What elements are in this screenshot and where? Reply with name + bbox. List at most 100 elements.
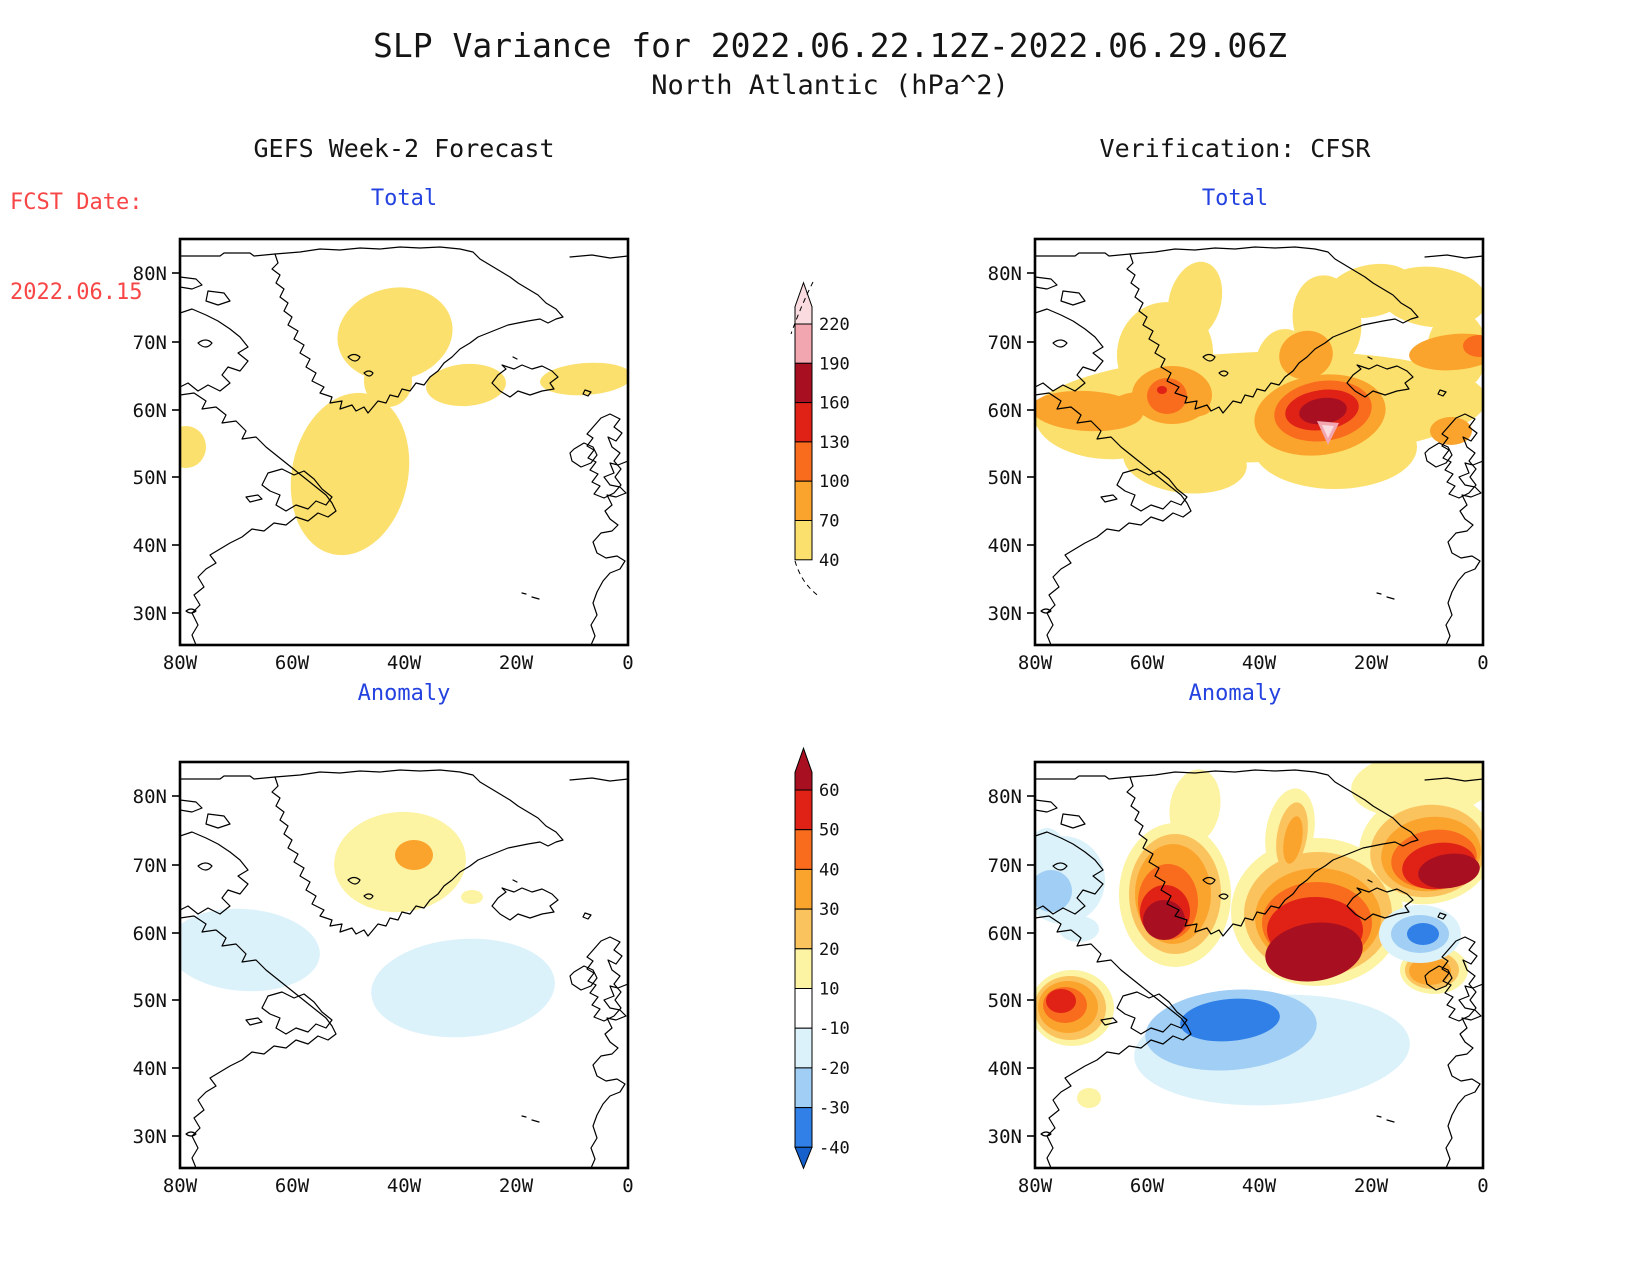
fcst-date-value: 2022.06.15 xyxy=(10,280,143,305)
colorbar-label: -10 xyxy=(819,1019,850,1039)
contour-region xyxy=(1035,390,1143,432)
colorbar-cell xyxy=(794,829,813,870)
colorbar-cell xyxy=(794,1146,813,1170)
lon-tick-label: 60W xyxy=(1130,1175,1165,1197)
colorbar-label: 130 xyxy=(819,433,850,453)
lon-tick-label: 60W xyxy=(275,652,310,674)
colorbar-label: 70 xyxy=(819,512,839,532)
lon-tick-label: 40W xyxy=(1242,652,1277,674)
map-frame xyxy=(178,760,630,1170)
fcst-date: FCST Date: 2022.06.15 xyxy=(10,128,142,368)
contour-region xyxy=(1157,386,1167,394)
contour-fills xyxy=(1035,261,1483,494)
contour-region xyxy=(1430,417,1472,445)
axis-ticks: 80N 70N 60N 50N 40N 30N 80W 60W 40W 20W 0 xyxy=(133,263,634,674)
contour-region xyxy=(1123,428,1247,494)
lat-tick-label: 30N xyxy=(133,1126,167,1148)
lat-tick-label: 40N xyxy=(133,1058,167,1080)
colorbar-label: 100 xyxy=(819,472,850,492)
contour-region xyxy=(1147,378,1187,414)
lon-tick-label: 40W xyxy=(387,652,422,674)
colorbar-label: 30 xyxy=(819,900,839,920)
map-panel-gefs-anomaly: 80N 70N 60N 50N 40N 30N 80W 60W 40W 20W 0 xyxy=(133,760,634,1197)
map-frame xyxy=(1033,760,1485,1170)
page-subtitle: North Atlantic (hPa^2) xyxy=(651,70,1009,101)
axis-ticks: 80N 70N 60N 50N 40N 30N 80W 60W 40W 20W 0 xyxy=(133,786,634,1197)
colorbar-cell xyxy=(794,948,813,989)
lat-tick-label: 30N xyxy=(133,603,167,625)
lat-tick-label: 30N xyxy=(988,603,1022,625)
panel-title-cfsr-anomaly: Anomaly xyxy=(1188,681,1282,706)
lat-tick-label: 40N xyxy=(988,535,1022,557)
lon-tick-label: 0 xyxy=(1477,652,1488,674)
lat-tick-label: 70N xyxy=(133,332,167,354)
axis-ticks: 80N 70N 60N 50N 40N 30N 80W 60W 40W 20W 0 xyxy=(988,786,1489,1197)
contour-fills xyxy=(1035,762,1483,1108)
colorbar-label: 20 xyxy=(819,940,839,960)
lat-tick-label: 50N xyxy=(988,990,1022,1012)
colorbar-label: 40 xyxy=(819,551,839,571)
colorbar-cell xyxy=(794,789,813,831)
lat-tick-label: 80N xyxy=(988,786,1022,808)
contour-region xyxy=(1046,989,1076,1013)
colorbar-anomaly: 60 50 40 30 20 10 -10 -20 -30 -40 xyxy=(794,746,850,1170)
contour-region xyxy=(1143,900,1185,940)
colorbar-cell xyxy=(794,868,813,910)
lon-tick-label: 20W xyxy=(1354,1175,1389,1197)
lat-tick-label: 60N xyxy=(988,923,1022,945)
colorbar-cell xyxy=(794,362,813,404)
colorbar-cell xyxy=(794,988,813,1029)
colorbar-cell xyxy=(794,746,813,791)
contour-region xyxy=(1059,916,1099,942)
colorbar-label: 60 xyxy=(819,781,839,801)
colorbar-arc-decoration xyxy=(790,281,814,335)
colorbar-cell xyxy=(794,908,813,950)
colorbar-cell xyxy=(794,1107,813,1148)
lon-tick-label: 0 xyxy=(1477,1175,1488,1197)
contour-region xyxy=(1167,261,1223,341)
lat-tick-label: 80N xyxy=(133,786,167,808)
colorbar-cell xyxy=(794,441,813,482)
lat-tick-label: 60N xyxy=(133,400,167,422)
lon-tick-label: 80W xyxy=(163,652,198,674)
contour-region xyxy=(1180,998,1280,1042)
contour-region xyxy=(1283,816,1303,864)
lat-tick-label: 60N xyxy=(133,923,167,945)
map-content xyxy=(180,769,628,1168)
lon-tick-label: 80W xyxy=(163,1175,198,1197)
map-panel-cfsr-anomaly: 80N 70N 60N 50N 40N 30N 80W 60W 40W 20W 0 xyxy=(988,760,1489,1197)
colorbar-cell xyxy=(794,323,813,364)
lat-tick-label: 40N xyxy=(988,1058,1022,1080)
colorbar-cell xyxy=(794,1027,813,1069)
lat-tick-label: 80N xyxy=(988,263,1022,285)
contour-region xyxy=(1463,335,1483,357)
map-panel-gefs-total: 80N 70N 60N 50N 40N 30N 80W 60W 40W 20W 0 xyxy=(133,237,634,674)
colorbar-label: 40 xyxy=(819,860,839,880)
colorbar-label: 10 xyxy=(819,980,839,1000)
lon-tick-label: 80W xyxy=(1018,1175,1053,1197)
map-panel-cfsr-total: 80N 70N 60N 50N 40N 30N 80W 60W 40W 20W 0 xyxy=(988,237,1489,674)
contour-fills xyxy=(180,811,555,1038)
colorbar-cell xyxy=(794,480,813,522)
lon-tick-label: 60W xyxy=(275,1175,310,1197)
contour-region xyxy=(426,363,506,407)
lon-tick-label: 40W xyxy=(1242,1175,1277,1197)
contour-region xyxy=(1265,922,1363,982)
colorbar-cell xyxy=(794,1067,813,1109)
lon-tick-label: 0 xyxy=(622,1175,633,1197)
colorbar-label: -20 xyxy=(819,1059,850,1079)
colorbar-label: 190 xyxy=(819,354,850,374)
lon-tick-label: 40W xyxy=(387,1175,422,1197)
contour-region xyxy=(540,362,628,396)
contour-region xyxy=(1279,330,1333,380)
lat-tick-label: 50N xyxy=(133,990,167,1012)
lat-tick-label: 60N xyxy=(988,400,1022,422)
colorbar-label: 50 xyxy=(819,821,839,841)
contour-region xyxy=(1077,1088,1101,1108)
lat-tick-label: 70N xyxy=(133,855,167,877)
lon-tick-label: 20W xyxy=(499,652,534,674)
colorbar-arc-decoration xyxy=(794,560,821,598)
panel-title-gefs-total: Total xyxy=(370,186,438,211)
contour-region xyxy=(371,938,555,1038)
